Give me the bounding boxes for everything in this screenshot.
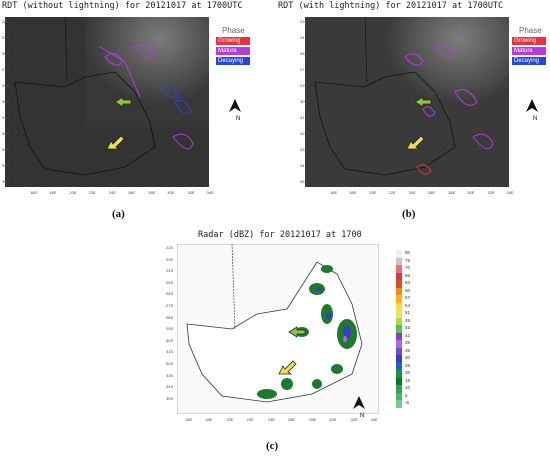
radar-scale-label: 66 — [405, 272, 411, 278]
radar-scale-label: 45 — [405, 325, 411, 330]
arrow-yellow-icon — [406, 135, 425, 150]
panel-b-label: (b) — [402, 208, 416, 220]
panel-b-title: RDT (with lightning) for 20121017 at 170… — [278, 1, 504, 11]
radar-scale-swatch — [396, 340, 402, 348]
radar-scale-swatch — [396, 347, 402, 355]
radar-scale-label: 15 — [405, 377, 411, 383]
panel-c-title: Radar (dBZ) for 20121017 at 1700 — [198, 230, 362, 240]
radar-scale-label: 57 — [405, 295, 411, 300]
radar-scale-label: 30 — [405, 355, 411, 360]
panel-b-lon-ticks: 16E 18E 20E 22E 24E 26E 28E 30E 32E 34E — [330, 190, 514, 195]
radar-scale-label: -5 — [405, 400, 410, 405]
arrow-yellow-icon — [106, 135, 125, 150]
radar-scale-label: 48 — [405, 317, 411, 323]
radar-scale-swatch — [396, 310, 402, 318]
panel-a-svg — [5, 17, 209, 187]
radar-scale-swatch — [396, 377, 402, 385]
radar-scale-swatch — [396, 280, 402, 288]
radar-scale-label: 39 — [405, 340, 411, 345]
north-arrow-a-icon: N — [228, 98, 242, 122]
panel-b-map — [305, 17, 509, 187]
legend-b-title: Phase — [519, 26, 542, 35]
radar-scale-swatch — [396, 362, 402, 370]
legend-b-mature: Mature — [512, 47, 546, 55]
country-border — [186, 261, 363, 403]
radar-scale-swatch — [396, 325, 402, 333]
panel-a-lat-ticks: 22S 24S 26S 27S 29S 30S 31S 32S 33S 34S 35S — [2, 19, 10, 184]
panel-c-svg — [177, 244, 379, 414]
radar-scale-swatch — [396, 250, 402, 258]
legend-b-growing: Growing — [512, 37, 546, 45]
radar-scale-swatch — [396, 287, 402, 295]
radar-scale-label: 20 — [405, 370, 411, 375]
arrow-green-icon — [414, 96, 432, 108]
panel-a-lon-ticks: 16E 18E 20E 22E 24E 26E 28E 30E 32E 34E — [30, 190, 214, 195]
radar-scale-swatch — [396, 265, 402, 273]
legend-a-growing: Growing — [216, 37, 250, 45]
north-arrow-b-icon: N — [525, 98, 539, 122]
radar-scale-swatch — [396, 332, 402, 340]
radar-scale-label: 75 — [405, 257, 411, 263]
arrow-yellow-icon — [278, 360, 297, 375]
radar-scale-label: 35 — [405, 347, 411, 353]
north-arrow-c-icon: N — [352, 395, 366, 419]
radar-scale-label: 10 — [405, 385, 411, 390]
radar-scale-swatch — [396, 392, 402, 400]
panel-a-title: RDT (without lightning) for 20121017 at … — [2, 1, 243, 11]
panel-b-svg — [305, 17, 509, 187]
legend-a-decaying: Decaying — [216, 57, 250, 65]
radar-scale-label: 54 — [405, 302, 411, 308]
radar-scale-label: 42 — [405, 332, 411, 338]
radar-scale-swatch — [396, 302, 402, 310]
legend-b-decaying: Decaying — [512, 57, 546, 65]
radar-scale-label: 60 — [405, 287, 411, 293]
panel-c-map — [177, 244, 379, 414]
radar-scale-swatch — [396, 272, 402, 280]
radar-scale-label: 63 — [405, 280, 411, 285]
panel-c-label: (c) — [266, 440, 279, 452]
radar-scale-swatch — [396, 257, 402, 265]
radar-scale-swatch — [396, 400, 402, 408]
radar-color-scale: 80 75 70 66 63 60 57 54 51 48 45 42 39 35 30 25 20 15 10 5 -… — [396, 250, 416, 450]
arrow-green-icon — [114, 96, 132, 108]
panel-a-map — [5, 17, 209, 187]
legend-a-title: Phase — [222, 26, 245, 35]
radar-scale-swatch — [396, 317, 402, 325]
radar-scale-swatch — [396, 295, 402, 303]
country-border — [14, 71, 156, 176]
panel-b-lat-ticks: 22S 24S 26S 27S 29S 30S 31S 32S 33S 34S 35S — [300, 19, 308, 184]
legend-a-mature: Mature — [216, 47, 250, 55]
arrow-green-icon — [288, 326, 306, 338]
panel-c-lon-ticks: 16E 18E 20E 22E 24E 26E 28E 30E 32E 34E — [185, 417, 378, 422]
panel-a-label: (a) — [112, 208, 125, 220]
radar-scale-label: 51 — [405, 310, 411, 315]
panel-c-lat-ticks: 22S 23S 24S 25S 26S 27S 28S 29S 30S 31S 32S 33… — [166, 245, 174, 401]
radar-scale-label: 80 — [405, 250, 411, 255]
radar-scale-swatch — [396, 385, 402, 393]
radar-scale-label: 25 — [405, 362, 411, 368]
radar-scale-swatch — [396, 370, 402, 378]
radar-scale-label: 70 — [405, 265, 411, 270]
radar-scale-label: 5 — [405, 392, 408, 398]
radar-scale-swatch — [396, 355, 402, 363]
